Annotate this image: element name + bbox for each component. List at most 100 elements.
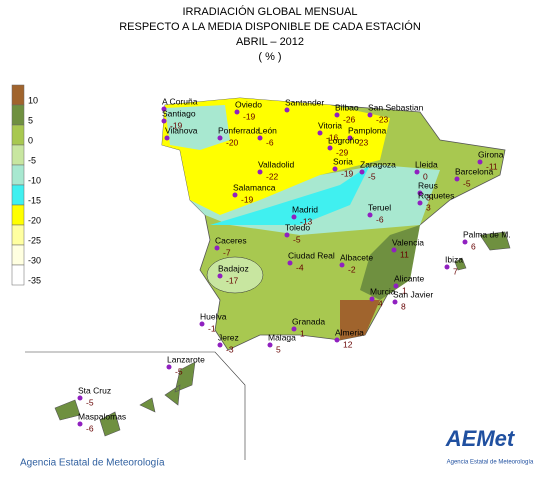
station-name: Málaga [268,332,296,342]
station-dot [417,200,423,206]
station-dot [417,190,423,196]
station-value: -22 [266,171,279,181]
legend-swatch [11,224,25,246]
station-name: Murcia [370,286,396,296]
legend-swatch [11,104,25,126]
station-name: Oviedo [235,99,262,109]
station-name: Alicante [394,273,425,283]
station-dot [291,326,297,332]
station-dot [392,299,398,305]
station-name: Logroño [328,135,359,145]
station-dot [214,245,220,251]
legend-swatch [11,144,25,166]
station-dot [257,135,263,141]
station-value: 8 [401,301,406,311]
station-dot [334,112,340,118]
title: ( % ) [258,51,281,63]
station-value: 3 [426,192,431,202]
footer-agency: Agencia Estatal de Meteorología [20,458,165,469]
station-value: -20 [226,137,239,147]
station-dot [217,342,223,348]
station-name: Albacete [340,252,373,262]
station-value: -5 [175,366,183,376]
station-dot [332,166,338,172]
station-name: Sta Cruz [78,385,111,395]
legend-label: -5 [28,155,36,165]
station-value: -23 [356,137,369,147]
station-dot [161,106,167,112]
station-dot [232,192,238,198]
station-value: -5 [293,234,301,244]
station-dot [267,342,273,348]
stations: A Coruña Santiago -19 Oviedo -19 Santander Bil… [77,96,511,433]
logo-caption: Agencia Estatal de Meteorología [447,460,534,466]
station-dot [257,169,263,175]
station-value: -19 [243,111,256,121]
station-name: Ibiza [445,254,463,264]
station-value: -5 [463,178,471,188]
station-name: Lleida [415,159,438,169]
station-name: Teruel [368,202,391,212]
station-dot [166,364,172,370]
station-name: Vitoria [318,120,342,130]
station-dot [161,118,167,124]
station-value: 5 [276,344,281,354]
station-dot [391,247,397,253]
legend-swatch [11,204,25,226]
legend: 10 5 0 -5 -10 -15 -20 -25 -30 -35 [11,84,41,286]
station-name: Madrid [292,204,318,214]
logo: AEMet [445,426,516,451]
station-value: 0 [423,171,428,181]
legend-label: 5 [28,115,33,125]
station-dot [217,135,223,141]
station-value: -5 [368,171,376,181]
station-dot [347,135,353,141]
station-value: -6 [376,214,384,224]
station-value: -19 [170,120,183,130]
station-value: -13 [300,216,313,226]
station-dot [164,135,170,141]
legend-label: -25 [28,235,41,245]
station-dot [334,337,340,343]
legend-swatch [11,264,25,286]
station-dot [291,214,297,220]
station-name: Salamanca [233,182,276,192]
station-name: Reus [418,180,438,190]
station-value: 6 [471,241,476,251]
station-name: Barcelona [455,166,494,176]
station-value: -19 [341,168,354,178]
station-value: -16 [326,132,339,142]
title: RESPECTO A LA MEDIA DISPONIBLE DE CADA E… [119,20,421,33]
station-name: A Coruña [162,96,198,106]
station-name: Granada [292,316,325,326]
legend-swatch [11,124,25,146]
station-value: -26 [343,114,356,124]
station-name: Girona [478,149,504,159]
legend-label: -10 [28,175,41,185]
station-value: -3 [226,344,234,354]
station-dot [369,296,375,302]
station-dot [367,112,373,118]
station-value: -4 [296,262,304,272]
station-dot [199,321,205,327]
station-dot [327,145,333,151]
station-name: Zaragoza [360,159,396,169]
station-name: Ponferrada [218,125,260,135]
station-dot [462,239,468,245]
station-name: Jerez [218,332,239,342]
station-dot [287,260,293,266]
station-name: San Javier [393,289,433,299]
station-name: Huelva [200,311,227,321]
map [25,97,511,460]
station-dot [77,421,83,427]
station-dot [217,273,223,279]
legend-swatch [11,244,25,266]
legend-label: 10 [28,95,38,105]
station-dot [359,169,365,175]
station-value: -6 [86,423,94,433]
station-value: 1 [402,285,407,295]
station-dot [393,283,399,289]
station-value: -17 [226,275,239,285]
station-name: Soria [333,156,353,166]
